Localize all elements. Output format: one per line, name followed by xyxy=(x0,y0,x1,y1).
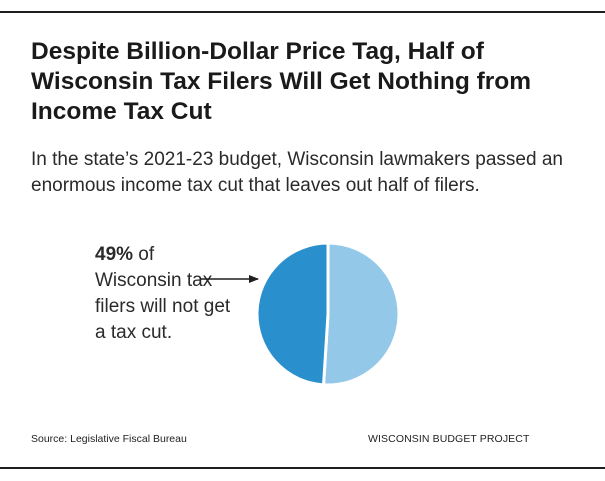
bottom-rule xyxy=(0,467,605,469)
chart-title: Despite Billion-Dollar Price Tag, Half o… xyxy=(31,38,532,125)
top-rule xyxy=(0,11,605,13)
chart-subtitle: In the state’s 2021-23 budget, Wisconsin… xyxy=(31,149,563,196)
pie-slice-2 xyxy=(255,241,330,387)
callout-value: 49% xyxy=(95,244,134,265)
source-note: Source: Legislative Fiscal Bureau xyxy=(31,433,187,445)
organization-name: WISCONSIN BUDGET PROJECT xyxy=(368,433,530,445)
callout-text: of Wisconsin tax filers will not get a t… xyxy=(95,244,231,343)
pie-slices xyxy=(255,241,401,387)
pie-slice-1 xyxy=(321,241,401,387)
pie-callout: 49% of Wisconsin tax filers will not get… xyxy=(95,242,235,346)
